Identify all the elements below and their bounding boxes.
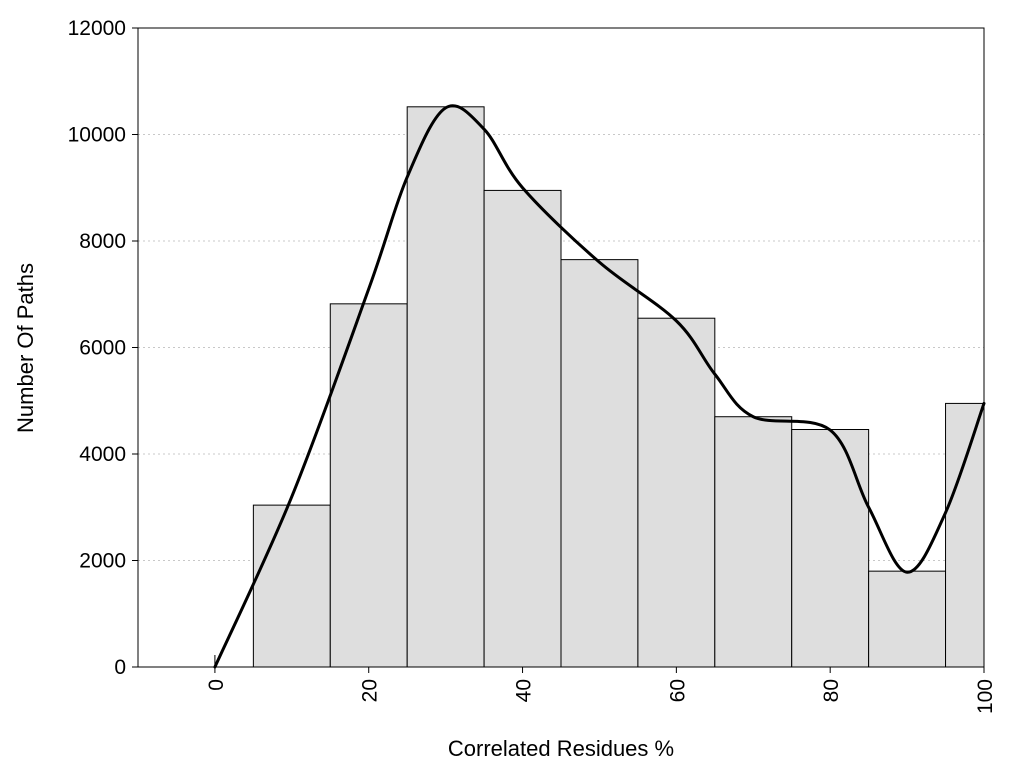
y-axis-title: Number Of Paths	[13, 263, 38, 433]
histogram-bar	[483, 189, 562, 668]
smoothed-curve	[213, 104, 986, 669]
y-tick-label: 4000	[79, 443, 126, 466]
y-tick-label: 0	[114, 656, 126, 679]
y-tick-label: 8000	[79, 230, 126, 253]
y-tick-label: 6000	[79, 337, 126, 360]
y-tick-label: 12000	[68, 17, 126, 40]
x-tick-label: 80	[820, 679, 843, 702]
histogram-bar	[252, 504, 331, 668]
y-tick-label: 2000	[79, 550, 126, 573]
y-tick-label: 10000	[68, 124, 126, 147]
bars	[252, 106, 985, 668]
x-tick-label: 100	[974, 679, 997, 714]
y-axis-ticks: 0 2000 4000 6000 8000 10000 12000	[68, 17, 138, 679]
histogram-bar	[560, 259, 639, 668]
histogram-bar	[637, 317, 716, 668]
histogram-bar	[945, 402, 985, 668]
histogram-bar	[714, 416, 793, 668]
x-axis-title: Correlated Residues %	[448, 736, 674, 761]
histogram-bar	[406, 106, 485, 668]
histogram-bar	[868, 570, 947, 668]
histogram-bar	[791, 429, 870, 668]
histogram-bar	[329, 303, 408, 668]
x-axis-ticks: 0 20 40 60 80 100	[205, 667, 997, 714]
x-tick-label: 0	[205, 679, 228, 691]
x-tick-label: 40	[513, 679, 536, 702]
x-tick-label: 60	[666, 679, 689, 702]
x-tick-label: 20	[359, 679, 382, 702]
